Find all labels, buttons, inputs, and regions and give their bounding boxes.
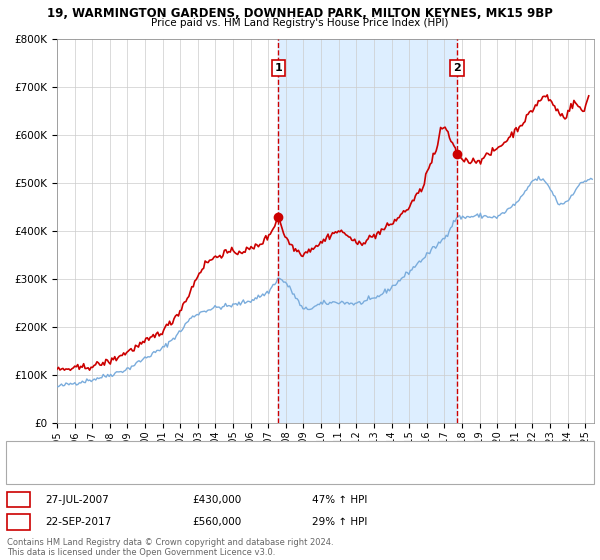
Text: 1: 1 [274,63,282,73]
Text: HPI: Average price, detached house, Milton Keynes: HPI: Average price, detached house, Milt… [51,467,293,476]
Text: 22-SEP-2017: 22-SEP-2017 [45,517,111,527]
Bar [278,39,457,423]
Text: £430,000: £430,000 [192,494,241,505]
Text: 27-JUL-2007: 27-JUL-2007 [45,494,109,505]
Text: Price paid vs. HM Land Registry's House Price Index (HPI): Price paid vs. HM Land Registry's House … [151,18,449,28]
Text: 19, WARMINGTON GARDENS, DOWNHEAD PARK, MILTON KEYNES, MK15 9BP: 19, WARMINGTON GARDENS, DOWNHEAD PARK, M… [47,7,553,20]
Text: 1: 1 [15,494,22,505]
Text: 2: 2 [15,517,22,527]
Text: 2: 2 [453,63,461,73]
Text: Contains HM Land Registry data © Crown copyright and database right 2024.: Contains HM Land Registry data © Crown c… [7,538,334,547]
Text: 29% ↑ HPI: 29% ↑ HPI [312,517,367,527]
Text: This data is licensed under the Open Government Licence v3.0.: This data is licensed under the Open Gov… [7,548,275,557]
Text: 19, WARMINGTON GARDENS, DOWNHEAD PARK, MILTON KEYNES, MK15 9BP (detached h: 19, WARMINGTON GARDENS, DOWNHEAD PARK, M… [51,449,471,458]
Text: 47% ↑ HPI: 47% ↑ HPI [312,494,367,505]
Text: £560,000: £560,000 [192,517,241,527]
